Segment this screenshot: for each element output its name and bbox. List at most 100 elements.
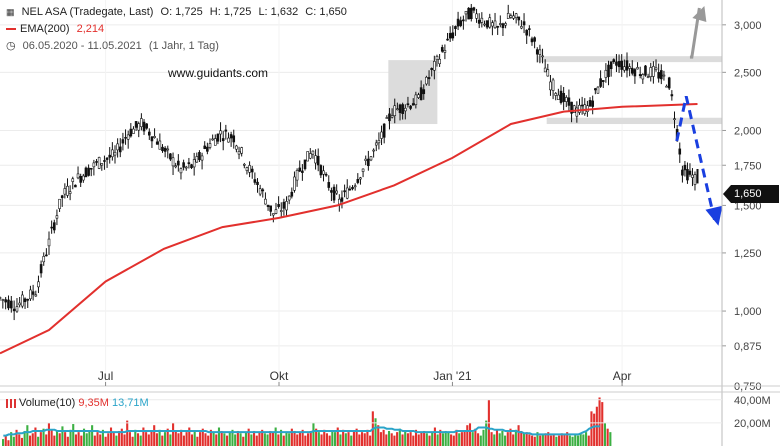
price-candle <box>42 256 46 263</box>
price-candle <box>564 97 568 102</box>
price-candle <box>298 167 302 172</box>
price-candle <box>644 65 647 76</box>
volume-bar <box>228 432 231 446</box>
price-candle <box>314 155 317 164</box>
price-candle <box>638 74 642 76</box>
volume-bar <box>477 433 480 446</box>
price-candle <box>195 156 199 163</box>
volume-bar <box>385 434 388 446</box>
price-candle <box>683 164 687 171</box>
volume-bar <box>107 433 110 446</box>
close-value: C: 1,650 <box>305 6 347 18</box>
price-candle <box>693 174 697 185</box>
volume-bar <box>93 435 96 446</box>
price-candle <box>279 210 283 212</box>
price-candle <box>76 173 80 179</box>
volume-bar <box>582 434 585 446</box>
volume-bar <box>393 435 396 446</box>
price-candle <box>274 209 278 214</box>
price-candle <box>654 67 658 70</box>
volume-bar <box>142 427 145 446</box>
price-candle <box>681 169 684 176</box>
volume-bar <box>131 436 134 446</box>
volume-bar <box>285 432 288 446</box>
price-candle <box>469 7 473 20</box>
price-candle <box>248 165 251 173</box>
volume-bar <box>396 432 399 446</box>
price-candle <box>140 118 143 128</box>
volume-bar <box>274 427 277 446</box>
price-candle <box>620 60 624 70</box>
volume-bar <box>482 429 485 446</box>
volume-bar <box>261 429 264 446</box>
price-candle <box>594 88 597 91</box>
header-row-ema: EMA(200) 2,214 <box>6 23 108 35</box>
price-candle <box>308 153 312 159</box>
price-candle <box>37 281 40 288</box>
price-series <box>0 3 699 321</box>
volume-bar <box>139 435 142 446</box>
volume-bar <box>501 430 504 446</box>
price-candle <box>435 56 439 61</box>
volume-bar <box>439 429 442 446</box>
volume-bar <box>312 422 315 446</box>
price-candle <box>105 157 109 160</box>
volume-bar <box>271 432 275 446</box>
volume-bar <box>541 434 544 446</box>
volume-bar <box>598 397 601 446</box>
x-tick-label: Okt <box>270 369 289 383</box>
volume-bar <box>15 429 18 446</box>
y-tick-label: 0,750 <box>734 381 762 393</box>
price-candle <box>332 186 336 201</box>
support-zone <box>546 117 722 125</box>
price-candle <box>148 131 151 136</box>
volume-bar <box>177 433 180 446</box>
volume-bar <box>282 435 285 446</box>
volume-bar <box>123 434 126 446</box>
price-candle <box>124 136 127 139</box>
volume-bar <box>504 435 507 446</box>
volume-bar <box>593 413 596 446</box>
price-candle <box>549 81 552 91</box>
price-candle <box>23 298 27 303</box>
volume-bar <box>555 436 558 446</box>
price-candle <box>316 155 320 166</box>
price-candle <box>667 77 671 89</box>
volume-bar <box>552 434 555 446</box>
price-candle <box>456 18 460 27</box>
volume-bar <box>425 433 428 446</box>
price-candle <box>382 123 386 138</box>
volume-bar <box>23 430 26 446</box>
price-candle <box>0 297 2 299</box>
y-tick-label: 3,000 <box>734 20 762 32</box>
price-candle <box>327 182 331 188</box>
volume-bar <box>358 434 361 446</box>
volume-bar <box>147 434 150 446</box>
price-candle <box>535 49 539 55</box>
price-candle <box>206 146 209 152</box>
price-candle <box>84 167 88 178</box>
volume-bar <box>161 435 164 446</box>
volume-bar <box>247 428 250 446</box>
price-candle <box>633 69 637 77</box>
price-candle <box>219 130 222 135</box>
price-candle <box>203 145 207 149</box>
price-candle <box>31 291 35 295</box>
price-candle <box>475 13 478 19</box>
volume-bar <box>31 433 34 446</box>
price-candle <box>361 168 365 172</box>
price-candle <box>113 151 117 156</box>
price-candle <box>657 72 660 79</box>
volume-bar <box>333 432 337 446</box>
price-candle <box>253 179 257 183</box>
volume-bar <box>377 425 380 446</box>
price-candle <box>364 158 368 161</box>
price-candle <box>491 22 494 27</box>
volume-bar <box>72 424 75 446</box>
x-axis: Jul Okt Jan '21 Apr <box>0 369 780 393</box>
price-candle <box>261 189 265 192</box>
volume-bar <box>417 434 420 446</box>
volume-bar <box>185 432 188 446</box>
price-candle <box>103 160 106 162</box>
volume-bar <box>512 434 515 446</box>
